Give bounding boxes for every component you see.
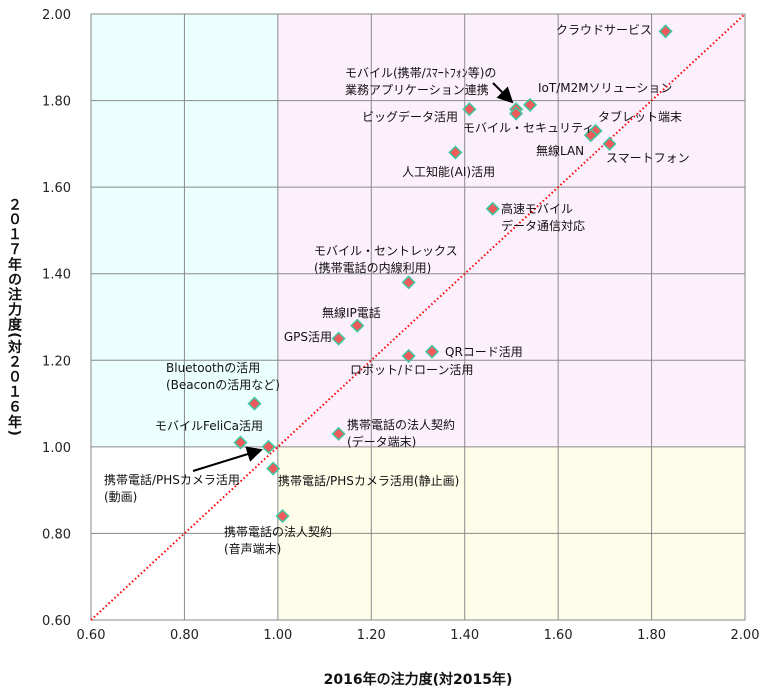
data-point: [462, 102, 477, 117]
data-label-line: モバイル・セキュリティ: [463, 121, 594, 135]
y-tick-label: 2.00: [42, 8, 71, 23]
data-label: ロボット/ドローン活用: [350, 363, 473, 377]
data-label-line: 業務アプリケーション連携: [345, 82, 489, 97]
y-tick-label: 1.80: [42, 95, 71, 110]
plot-border: [90, 13, 746, 621]
x-tick-label: 0.80: [170, 628, 199, 643]
data-point: [266, 461, 281, 476]
data-label: QRコード活用: [445, 345, 523, 359]
data-label-line: IoT/M2Mソリューション: [538, 81, 672, 95]
data-label: 高速モバイルデータ通信対応: [501, 201, 585, 233]
data-label-line: モバイル・セントレックス: [314, 244, 458, 258]
x-tick-label: 1.60: [544, 628, 573, 643]
data-label-line: 携帯電話の法人契約: [224, 524, 332, 539]
data-point: [602, 136, 617, 151]
reference-line-y-equals-x: [90, 13, 746, 621]
data-label: クラウドサービス: [556, 23, 652, 37]
data-point: [583, 128, 598, 143]
x-tick-label: 1.40: [450, 628, 479, 643]
y-tick-label: 1.60: [42, 181, 71, 196]
data-label: タブレット端末: [598, 109, 682, 124]
data-point: [233, 435, 248, 450]
data-label-line: クラウドサービス: [556, 23, 652, 37]
data-label: 携帯電話/PHSカメラ活用 (動画): [104, 472, 240, 504]
data-label: スマートフォン: [606, 151, 690, 165]
data-label: 人工知能(AI)活用: [402, 165, 495, 179]
x-tick-label: 1.00: [263, 628, 292, 643]
data-label: 携帯電話/PHSカメラ活用(静止画): [278, 473, 459, 488]
data-label-line: モバイル(携帯/ｽﾏｰﾄﾌｫﾝ等)の: [345, 65, 496, 80]
data-label-line: 高速モバイル: [501, 201, 573, 216]
y-tick-label: 1.40: [42, 268, 71, 283]
data-point: [261, 439, 276, 454]
data-point: [275, 509, 290, 524]
data-label: 携帯電話の法人契約 (データ端末): [347, 417, 455, 449]
data-label-line: 携帯電話の法人契約: [347, 417, 455, 432]
data-point: [401, 348, 416, 364]
x-tick-label: 1.20: [357, 628, 386, 643]
data-label-line: (携帯電話の内線利用): [314, 260, 431, 275]
y-tick-label: 0.80: [42, 527, 71, 542]
data-label-line: ビッグデータ活用: [362, 109, 458, 124]
data-label: 無線IP電話: [322, 305, 381, 320]
data-label: 無線LAN: [536, 143, 584, 158]
data-label: モバイル・セキュリティ: [463, 121, 594, 135]
data-label-line: (動画): [104, 490, 137, 504]
data-point: [485, 201, 500, 216]
x-axis-title: 2016年の注力度(対2015年): [324, 671, 513, 688]
data-label-line: GPS活用: [284, 330, 332, 344]
data-label-line: ロボット/ドローン活用: [350, 363, 473, 377]
data-point: [523, 97, 538, 112]
data-label-line: QRコード活用: [445, 345, 523, 359]
x-tick-label: 2.00: [731, 628, 760, 643]
data-point: [448, 145, 463, 160]
data-point: [331, 331, 346, 346]
data-label-line: 無線LAN: [536, 143, 584, 158]
data-point: [331, 426, 346, 441]
x-tick-label: 0.60: [77, 628, 106, 643]
data-label: 携帯電話の法人契約 (音声端末): [224, 524, 332, 556]
data-label: Bluetoothの活用 (Beaconの活用など): [166, 361, 280, 392]
data-label-line: データ通信対応: [501, 218, 585, 233]
y-tick-label: 1.00: [42, 441, 71, 456]
x-tick-label: 1.80: [637, 628, 666, 643]
data-label-line: 携帯電話/PHSカメラ活用: [104, 472, 240, 487]
data-label-line: タブレット端末: [598, 109, 682, 124]
data-label-line: 無線IP電話: [322, 305, 381, 320]
y-tick-label: 0.60: [42, 614, 71, 629]
arrow-to-business-app: [492, 82, 514, 104]
y-axis-title: ２０１７年の注力度(対２０１６年): [6, 197, 23, 437]
data-label: モバイルFeliCa活用: [155, 419, 263, 433]
data-label-line: 人工知能(AI)活用: [402, 165, 495, 179]
data-label-line: スマートフォン: [606, 151, 690, 165]
data-label-line: Bluetoothの活用: [166, 361, 260, 375]
data-point: [350, 318, 365, 333]
data-label-line: 携帯電話/PHSカメラ活用(静止画): [278, 473, 459, 488]
data-label-line: (Beaconの活用など): [166, 378, 280, 392]
data-label: ビッグデータ活用: [362, 109, 458, 124]
data-point: [509, 106, 524, 121]
data-label: IoT/M2Mソリューション: [538, 81, 672, 95]
data-label: GPS活用: [284, 330, 332, 344]
data-point: [401, 275, 416, 290]
data-label-line: (データ端末): [347, 434, 416, 449]
arrow-to-camera-video: [192, 446, 263, 472]
data-label-line: モバイルFeliCa活用: [155, 419, 263, 433]
data-point: [424, 344, 440, 359]
data-point: [658, 24, 673, 39]
y-tick-label: 1.20: [42, 354, 71, 369]
data-label: モバイル・セントレックス (携帯電話の内線利用): [314, 244, 458, 275]
data-point: [247, 396, 262, 411]
data-label: モバイル(携帯/ｽﾏｰﾄﾌｫﾝ等)の業務アプリケーション連携: [345, 65, 496, 97]
data-label-line: (音声端末): [224, 541, 281, 556]
